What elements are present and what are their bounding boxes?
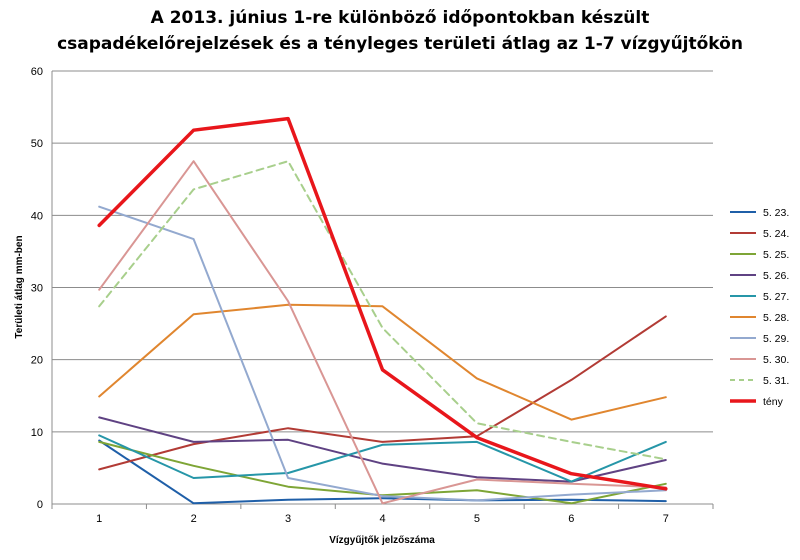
x-tick-labels: 1 2 3 4 5 6 7 (96, 513, 669, 525)
chart-subtitle: csapadékelőrejelzések és a tényleges ter… (57, 34, 743, 54)
y-tick-label: 20 (31, 355, 43, 367)
legend-label: 5. 24. (763, 228, 789, 240)
y-axis-label: Területi átlag mm-ben (14, 235, 25, 338)
legend-label: 5. 23. (763, 207, 789, 219)
series-line (98, 439, 667, 505)
x-tick-label: 5 (474, 513, 480, 525)
y-tick-label: 60 (31, 66, 43, 78)
legend-label: 5. 30. (763, 354, 789, 366)
series-line (98, 160, 667, 505)
legend-label: 5. 29. (763, 333, 789, 345)
x-tick-label: 3 (285, 513, 291, 525)
series-line (98, 315, 667, 471)
series-line (98, 160, 667, 461)
x-tick-label: 4 (379, 513, 385, 525)
x-tick-label: 7 (663, 513, 669, 525)
series-line (98, 303, 667, 421)
legend-label: tény (763, 396, 784, 408)
y-tick-labels: 0 10 20 30 40 50 60 (31, 66, 43, 511)
x-axis-label: Vízgyűjtők jelzőszáma (329, 535, 435, 546)
legend-label: 5. 28. (763, 312, 789, 324)
series-line (98, 434, 667, 483)
y-tick-label: 10 (31, 427, 43, 439)
x-tick-label: 1 (96, 513, 102, 525)
legend-label: 5. 27. (763, 291, 789, 303)
x-tick-label: 2 (191, 513, 197, 525)
series-lines (97, 116, 668, 505)
series-line (98, 416, 667, 483)
gridlines (52, 70, 713, 433)
series-line (97, 116, 668, 491)
y-tick-label: 50 (31, 138, 43, 150)
legend-label: 5. 31. (763, 375, 789, 387)
y-tick-label: 30 (31, 283, 43, 295)
axes (51, 71, 714, 509)
chart-title: A 2013. június 1-re különböző időpontokb… (150, 8, 650, 28)
legend-label: 5. 26. (763, 270, 789, 282)
x-tick-label: 6 (568, 513, 574, 525)
y-tick-label: 0 (37, 499, 43, 511)
legend: 5. 23. 5. 24. 5. 25. 5. 26. 5. 27. 5. 28. 5. 2… (730, 207, 789, 408)
series-line (98, 205, 667, 502)
legend-label: 5. 25. (763, 249, 789, 261)
y-tick-label: 40 (31, 210, 43, 222)
